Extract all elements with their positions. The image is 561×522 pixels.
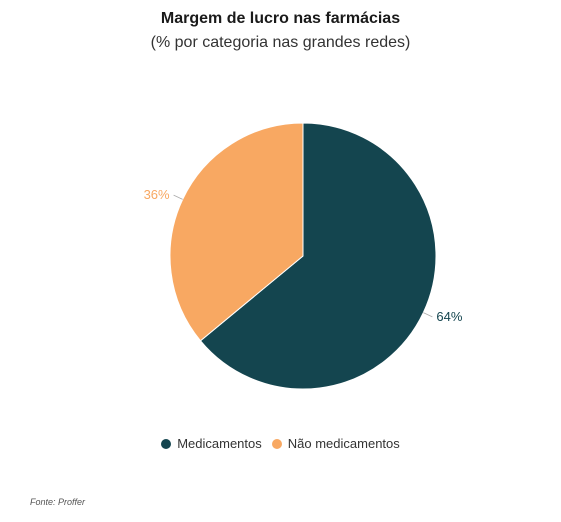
chart-subtitle: (% por categoria nas grandes redes) [150,34,411,51]
data-label: 64% [436,309,462,324]
chart-legend: Medicamentos Não medicamentos [0,436,561,451]
legend-item-medicamentos[interactable]: Medicamentos [161,436,262,451]
legend-swatch-medicamentos [161,438,172,449]
legend-swatch-nao-medicamentos [271,438,282,449]
leader-line [423,312,433,318]
chart-title: Margem de lucro nas farmácias [160,10,401,27]
source-note: Fonte: Proffer [30,497,86,507]
leader-line [173,194,183,200]
legend-label-medicamentos: Medicamentos [177,436,262,451]
pie-slice-nao-medicamentos[interactable] [169,122,304,342]
data-label: 36% [144,187,170,202]
legend-label-nao-medicamentos: Não medicamentos [287,436,400,451]
legend-item-nao-medicamentos[interactable]: Não medicamentos [271,436,400,451]
